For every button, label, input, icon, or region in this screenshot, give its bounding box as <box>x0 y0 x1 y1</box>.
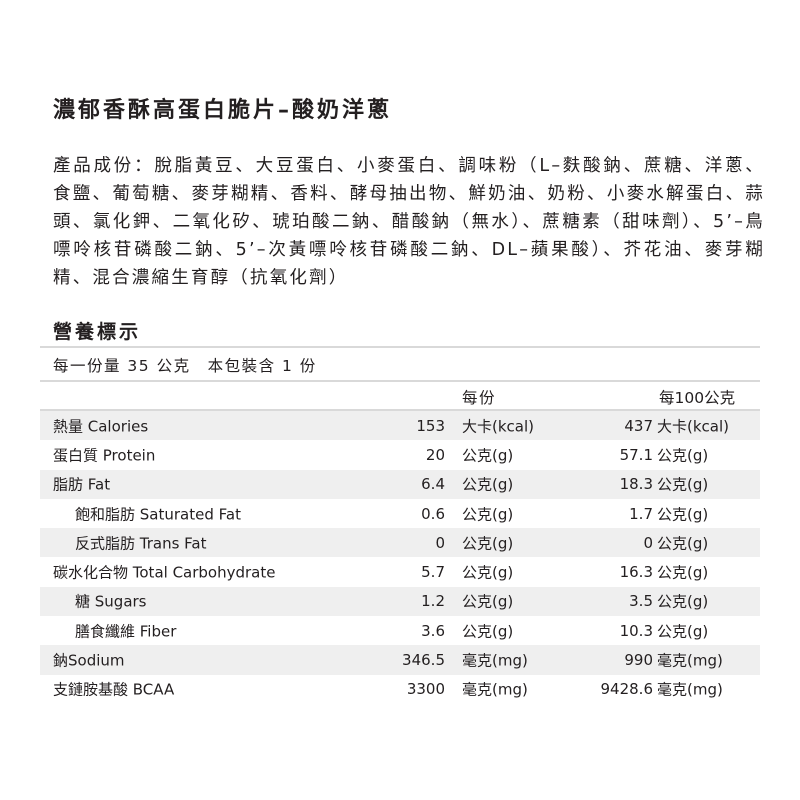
per-100g-value: 3.5 <box>629 592 653 611</box>
nutrient-name: 碳水化合物 Total Carbohydrate <box>53 563 276 582</box>
per-serving-unit: 公克(g) <box>462 592 514 611</box>
per-100g-value: 990 <box>624 651 653 670</box>
divider <box>40 409 760 411</box>
serving-info: 每一份量 35 公克 本包裝含 1 份 <box>53 357 317 375</box>
per-100g-value: 0 <box>643 533 653 552</box>
per-100g-value: 57.1 <box>619 445 653 464</box>
per-serving-unit: 公克(g) <box>462 622 514 641</box>
per-serving-value: 6.4 <box>421 475 445 494</box>
per-100g-unit: 毫克(mg) <box>657 651 723 670</box>
per-100g-unit: 公克(g) <box>657 622 709 641</box>
table-row: 鈉Sodium 346.5 毫克(mg) 990 毫克(mg) <box>40 645 760 675</box>
table-row: 脂肪 Fat 6.4 公克(g) 18.3 公克(g) <box>40 469 760 499</box>
nutrition-table: 熱量 Calories 153 大卡(kcal) 437 大卡(kcal) 蛋白… <box>40 411 760 704</box>
per-100g-unit: 公克(g) <box>657 475 709 494</box>
per-100g-value: 10.3 <box>619 621 653 640</box>
nutrient-name: 飽和脂肪 Saturated Fat <box>75 505 241 524</box>
per-serving-unit: 公克(g) <box>462 563 514 582</box>
per-serving-value: 0.6 <box>421 504 445 523</box>
per-serving-unit: 公克(g) <box>462 446 514 465</box>
per-100g-unit: 毫克(mg) <box>657 680 723 699</box>
per-100g-value: 1.7 <box>629 504 653 523</box>
per-100g-value: 18.3 <box>619 475 653 494</box>
ingredients-text: 產品成份：脫脂黃豆、大豆蛋白、小麥蛋白、調味粉（L–麩酸鈉、蔗糖、洋蔥、食鹽、葡… <box>53 156 765 288</box>
nutrient-name: 熱量 Calories <box>53 417 149 436</box>
per-serving-value: 3300 <box>406 680 445 699</box>
per-100g-unit: 公克(g) <box>657 563 709 582</box>
per-serving-unit: 大卡(kcal) <box>462 417 534 436</box>
per-100g-unit: 公克(g) <box>657 446 709 465</box>
per-serving-unit: 公克(g) <box>462 475 514 494</box>
per-100g-unit: 公克(g) <box>657 592 709 611</box>
table-row: 蛋白質 Protein 20 公克(g) 57.1 公克(g) <box>40 440 760 469</box>
divider <box>40 380 760 382</box>
per-serving-unit: 公克(g) <box>462 505 514 524</box>
per-100g-value: 16.3 <box>619 563 653 582</box>
table-row: 飽和脂肪 Saturated Fat 0.6 公克(g) 1.7 公克(g) <box>40 499 760 528</box>
table-row: 膳食纖維 Fiber 3.6 公克(g) 10.3 公克(g) <box>40 616 760 645</box>
nutrient-name: 蛋白質 Protein <box>53 446 156 465</box>
per-serving-unit: 毫克(mg) <box>462 680 528 699</box>
per-serving-value: 3.6 <box>421 621 445 640</box>
per-serving-value: 153 <box>416 416 445 435</box>
nutrient-name: 脂肪 Fat <box>53 475 111 494</box>
table-row: 支鏈胺基酸 BCAA 3300 毫克(mg) 9428.6 毫克(mg) <box>40 675 760 704</box>
nutrient-name: 鈉Sodium <box>53 651 125 670</box>
per-100g-unit: 大卡(kcal) <box>657 417 729 436</box>
column-per-serving: 每份 <box>462 389 497 407</box>
table-row: 糖 Sugars 1.2 公克(g) 3.5 公克(g) <box>40 586 760 617</box>
per-serving-unit: 毫克(mg) <box>462 651 528 670</box>
per-serving-value: 20 <box>425 445 445 464</box>
table-row: 碳水化合物 Total Carbohydrate 5.7 公克(g) 16.3 … <box>40 557 760 586</box>
divider <box>40 346 760 348</box>
per-serving-value: 1.2 <box>421 592 445 611</box>
nutrient-name: 糖 Sugars <box>75 592 147 611</box>
table-row: 熱量 Calories 153 大卡(kcal) 437 大卡(kcal) <box>40 411 760 441</box>
nutrient-name: 反式脂肪 Trans Fat <box>75 534 207 553</box>
nutrition-heading: 營養標示 <box>53 321 142 343</box>
per-serving-value: 346.5 <box>402 651 445 670</box>
per-serving-value: 0 <box>435 533 445 552</box>
table-row: 反式脂肪 Trans Fat 0 公克(g) 0 公克(g) <box>40 528 760 558</box>
column-per-100g: 每100公克 <box>659 389 736 407</box>
product-title: 濃郁香酥高蛋白脆片–酸奶洋蔥 <box>53 98 393 123</box>
per-serving-unit: 公克(g) <box>462 534 514 553</box>
per-100g-unit: 公克(g) <box>657 505 709 524</box>
nutrient-name: 膳食纖維 Fiber <box>75 622 177 641</box>
per-100g-value: 437 <box>624 416 653 435</box>
nutrient-name: 支鏈胺基酸 BCAA <box>53 680 175 699</box>
per-100g-value: 9428.6 <box>600 680 654 699</box>
per-serving-value: 5.7 <box>421 563 445 582</box>
per-100g-unit: 公克(g) <box>657 534 709 553</box>
